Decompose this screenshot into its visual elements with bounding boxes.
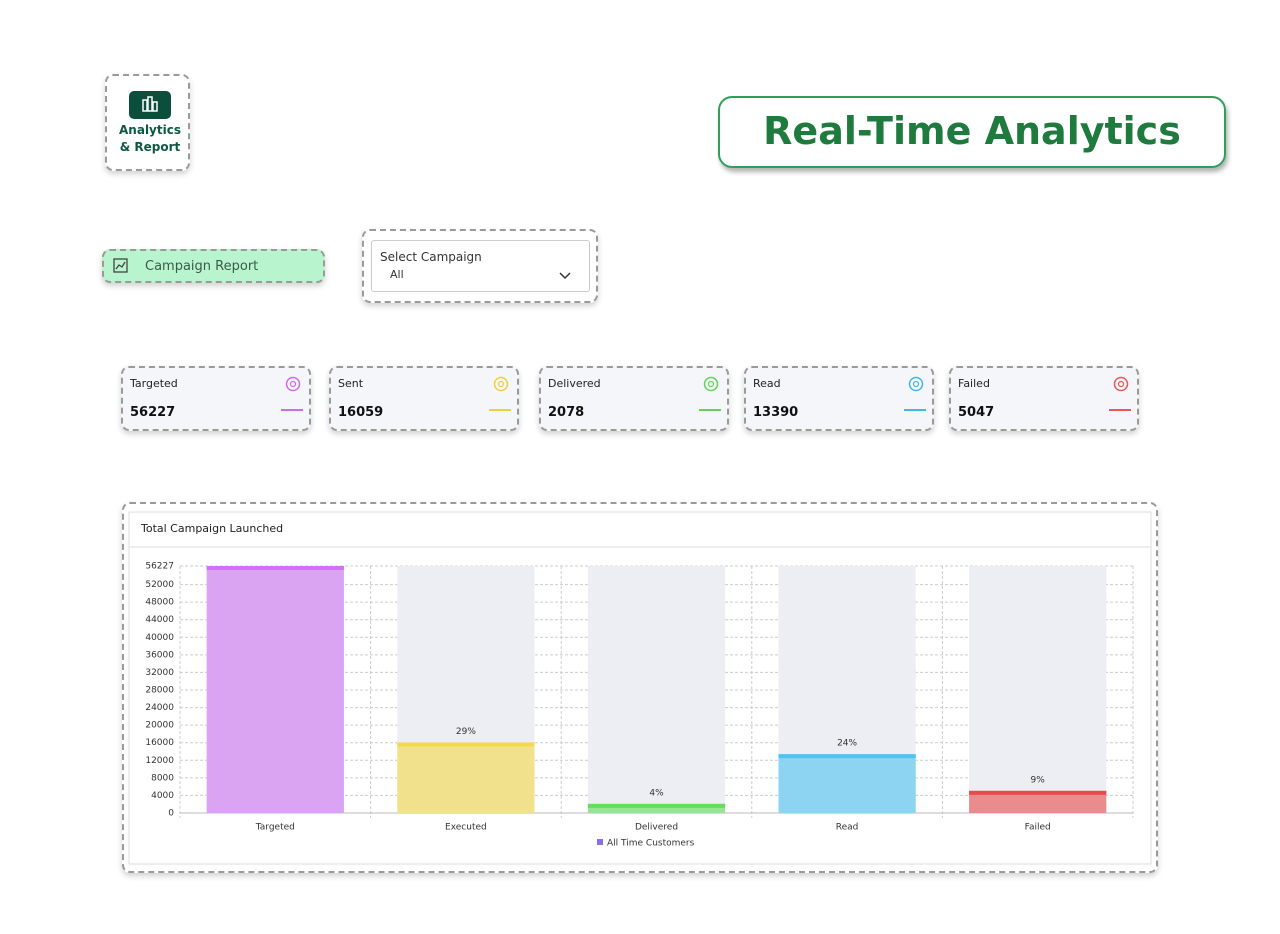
stat-label: Targeted (130, 377, 178, 390)
bar-cap (778, 754, 916, 759)
stat-label: Delivered (548, 377, 601, 390)
bar-annotation: 4% (649, 788, 664, 798)
icon-dot (912, 380, 920, 388)
y-tick-label: 20000 (145, 721, 174, 731)
bar (587, 803, 726, 813)
icon-ring (493, 376, 509, 392)
bar (206, 566, 344, 813)
bar-annotation: 29% (456, 727, 476, 737)
icon-ring (703, 376, 719, 392)
stat-value: 16059 (338, 405, 384, 420)
stat-value: 56227 (130, 405, 176, 420)
nav-label: Analytics & Report (119, 123, 181, 154)
x-tick-label: Executed (445, 823, 487, 833)
y-tick-label: 12000 (145, 756, 174, 766)
legend-label: All Time Customers (607, 839, 695, 849)
campaign-report-button[interactable]: Campaign Report (102, 249, 325, 283)
y-tick-label: 8000 (151, 773, 174, 783)
bar-track (969, 566, 1107, 813)
y-tick-label: 44000 (145, 615, 174, 625)
y-tick-label: 40000 (145, 633, 174, 643)
y-tick-label: 52000 (145, 580, 174, 590)
chart-title: Total Campaign Launched (140, 522, 283, 535)
stat-icon (281, 376, 303, 411)
x-tick-label: Targeted (255, 823, 295, 833)
select-wrapper: Select Campaign All (362, 229, 598, 303)
chart: Total Campaign Launched 0 4000 8000 12000 16… (128, 511, 1152, 865)
bar-cap (587, 803, 726, 808)
x-tick-label: Failed (1025, 823, 1051, 833)
bar (969, 790, 1107, 813)
bar-cap (397, 742, 535, 747)
stat-label: Failed (958, 377, 990, 390)
chevron (559, 272, 571, 280)
report-icon (113, 258, 128, 273)
y-tick-label: 32000 (145, 668, 174, 678)
bar-track (587, 566, 726, 813)
x-tick-label: Read (836, 823, 859, 833)
stat-label: Read (753, 377, 781, 390)
y-tick-label: 36000 (145, 650, 174, 660)
icon-ring (1113, 376, 1129, 392)
icon-ring (285, 376, 301, 392)
stat-icon (699, 376, 721, 411)
icon-dot (497, 380, 505, 388)
select-value: All (390, 268, 404, 281)
campaign-report-label: Campaign Report (145, 259, 259, 274)
bar-cap (969, 790, 1107, 795)
select-box[interactable]: Select Campaign All (371, 240, 590, 292)
chart-card: Total Campaign Launched 0 4000 8000 12000 16… (122, 502, 1158, 873)
y-tick-label: 4000 (151, 791, 174, 801)
nav-icon (129, 91, 171, 119)
bar-annotation: 24% (837, 739, 857, 749)
stat-card: Sent 16059 (329, 366, 519, 431)
stat-icon (1109, 376, 1131, 411)
stat-value: 13390 (753, 405, 799, 420)
legend-swatch (597, 839, 603, 845)
banner-title: Real-Time Analytics (718, 96, 1226, 168)
stat-card: Delivered 2078 (539, 366, 729, 431)
icon-dot (289, 380, 297, 388)
stat-card: Targeted 56227 (121, 366, 311, 431)
stat-label: Sent (338, 377, 364, 390)
y-tick-label: 28000 (145, 685, 174, 695)
bar (397, 742, 535, 813)
stat-value: 5047 (958, 405, 995, 420)
y-tick-label: 48000 (145, 598, 174, 608)
bar-cap (206, 566, 344, 570)
nav-card[interactable]: Analytics & Report (105, 74, 190, 171)
bar-annotation: 9% (1031, 775, 1046, 785)
bar (778, 754, 916, 813)
y-tick-label: 0 (168, 809, 174, 819)
y-tick-label: 56227 (145, 562, 174, 572)
stat-card: Failed 5047 (949, 366, 1139, 431)
stat-icon (489, 376, 511, 411)
y-tick-label: 16000 (145, 738, 174, 748)
stat-value: 2078 (548, 405, 585, 420)
icon-dot (707, 380, 715, 388)
stat-card: Read 13390 (744, 366, 934, 431)
y-tick-label: 24000 (145, 703, 174, 713)
x-tick-label: Delivered (635, 823, 678, 833)
icon-dot (1117, 380, 1125, 388)
stat-icon (904, 376, 926, 411)
icon-ring (908, 376, 924, 392)
select-label: Select Campaign (380, 250, 482, 264)
